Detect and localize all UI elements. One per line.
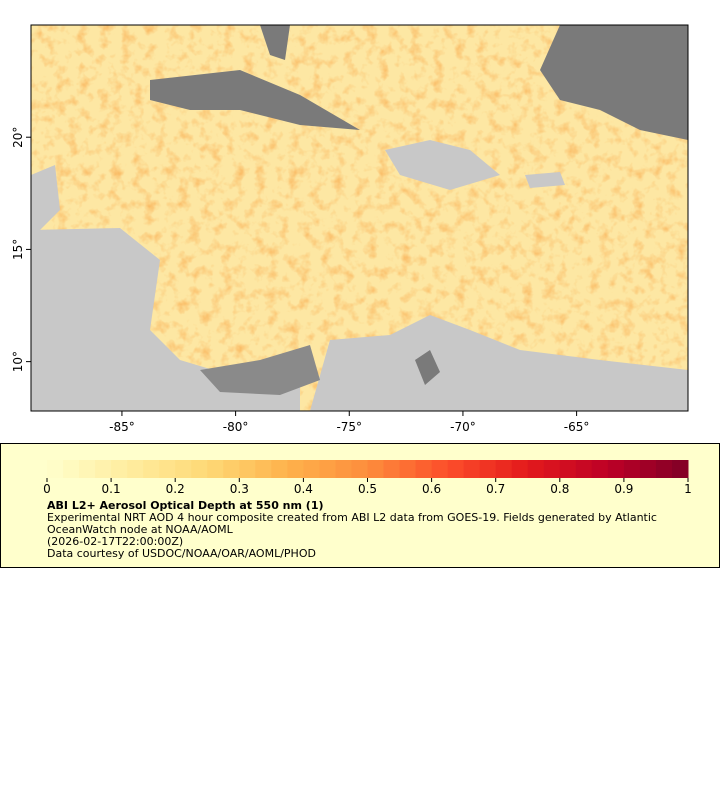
colorbar-swatch [383,460,401,478]
colorbar-swatch [367,460,385,478]
colorbar-tick-label: 0.9 [614,482,633,496]
colorbar-swatch [127,460,144,478]
colorbar-swatch [207,460,224,478]
colorbar-swatch [511,460,529,478]
colorbar-swatch [159,460,176,478]
colorbar-swatch [47,460,64,478]
lat-tick-label: 20° [11,127,25,148]
map-field [31,25,688,411]
colorbar-swatch [559,460,577,478]
legend-description: Experimental NRT AOD 4 hour composite cr… [47,511,657,536]
colorbar-swatch [271,460,288,478]
colorbar-swatch [655,460,673,478]
colorbar-tick-label: 0.6 [422,482,441,496]
colorbar-swatch [671,460,689,478]
colorbar-swatch [223,460,240,478]
colorbar-swatch [111,460,128,478]
colorbar-swatch [575,460,593,478]
colorbar-swatch [543,460,561,478]
legend-credit: Data courtesy of USDOC/NOAA/OAR/AOML/PHO… [47,547,316,560]
colorbar-tick-label: 0.5 [358,482,377,496]
colorbar-swatch [287,460,304,478]
legend-title: ABI L2+ Aerosol Optical Depth at 550 nm … [47,499,324,512]
colorbar-tick-label: 0.4 [294,482,313,496]
colorbar-swatch [191,460,208,478]
colorbar-swatch [591,460,609,478]
colorbar-swatch [175,460,192,478]
colorbar-swatch [463,460,481,478]
colorbar-tick-label: 0.8 [550,482,569,496]
lon-tick-label: -85° [109,420,135,434]
colorbar-tick-label: 0.3 [230,482,249,496]
colorbar-swatch [607,460,625,478]
colorbar-swatch [95,460,112,478]
colorbar-swatch [479,460,497,478]
colorbar-tick-label: 0 [43,482,51,496]
colorbar-tick-label: 1 [684,482,692,496]
colorbar-tick-label: 0.1 [102,482,121,496]
colorbar-tick-label: 0.7 [486,482,505,496]
colorbar-swatch [495,460,513,478]
map-frame [30,24,689,412]
colorbar-swatch [63,460,80,478]
colorbar-swatch [527,460,545,478]
colorbar-swatch [239,460,256,478]
lon-tick-label: -75° [336,420,362,434]
lat-tick-label: 10° [11,351,25,372]
colorbar-swatch [319,460,336,478]
lat-tick-label: 15° [11,239,25,260]
colorbar-swatch [431,460,449,478]
colorbar-swatch [255,460,272,478]
colorbar-swatch [303,460,320,478]
colorbar-swatch [351,460,368,478]
lon-tick-label: -80° [223,420,249,434]
colorbar-swatch [335,460,352,478]
lon-tick-label: -65° [564,420,590,434]
colorbar-swatch [415,460,433,478]
lon-tick-label: -70° [450,420,476,434]
colorbar-swatch [623,460,641,478]
colorbar-swatch [399,460,417,478]
colorbar: 0 0.1 0.2 0.3 0.4 0.5 0.6 0.7 0.8 0.9 1 [43,460,692,496]
colorbar-tick-label: 0.2 [166,482,185,496]
legend-timestamp: (2026-02-17T22:00:00Z) [47,535,184,548]
colorbar-swatch [639,460,657,478]
colorbar-swatch [447,460,465,478]
colorbar-swatch [143,460,160,478]
map: -85° -80° -75° -70° -65° 10° 15° 20° [11,24,689,434]
colorbar-swatch [79,460,96,478]
